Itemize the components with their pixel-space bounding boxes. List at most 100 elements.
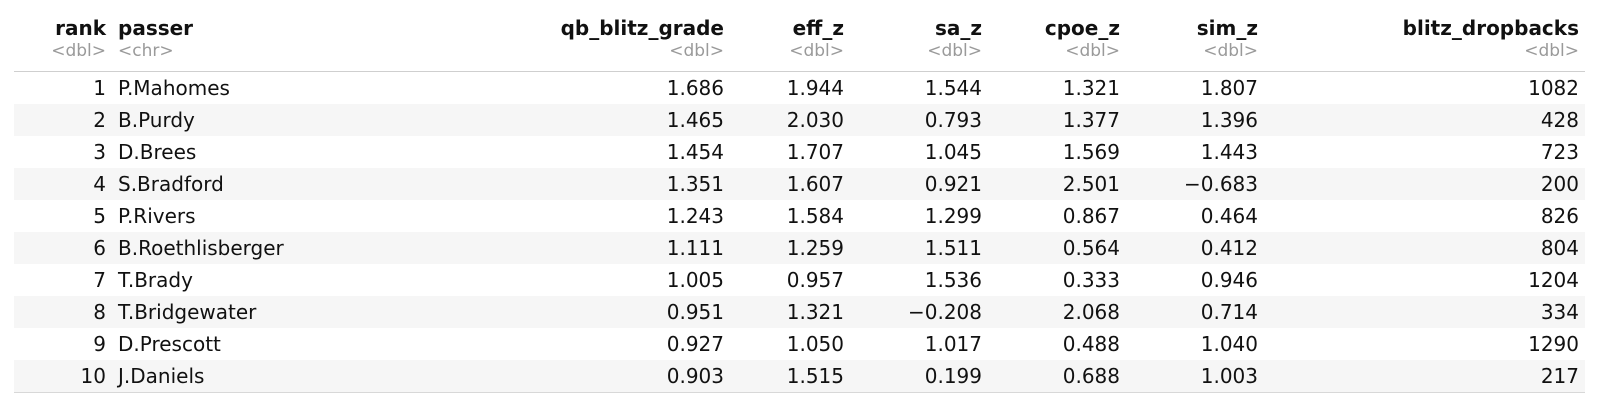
- table-row: 6 B.Roethlisberger 1.111 1.259 1.511 0.5…: [14, 232, 1585, 264]
- cell-eff-z: 2.030: [730, 104, 850, 136]
- cell-sim-z: 0.412: [1126, 232, 1264, 264]
- cell-sim-z: 1.443: [1200, 140, 1258, 164]
- cell-sa-z: 0.921: [850, 168, 988, 200]
- column-name: qb_blitz_grade: [560, 16, 724, 40]
- cell-blitz-dropbacks: 804: [1264, 232, 1585, 264]
- cell-passer: T.Bridgewater: [112, 296, 327, 328]
- column-name: sa_z: [934, 16, 982, 40]
- cell-sa-z: 1.511: [850, 232, 988, 264]
- cell-eff-z: 1.607: [730, 168, 850, 200]
- column-type: <dbl>: [1524, 41, 1579, 61]
- cell-sim-z: 1.807: [1200, 76, 1258, 100]
- table-row: 5 P.Rivers 1.243 1.584 1.299 0.867 0.464…: [14, 200, 1585, 232]
- cell-rank: 2: [14, 104, 112, 136]
- cell-qb-blitz-grade: 0.951: [327, 296, 730, 328]
- column-type: <chr>: [118, 41, 174, 61]
- cell-rank: 4: [14, 168, 112, 200]
- cell-qb-blitz-grade: 1.243: [666, 204, 724, 228]
- cell-blitz-dropbacks: 1290: [1528, 332, 1579, 356]
- cell-sim-z: 0.714: [1126, 296, 1264, 328]
- cell-rank: 1: [93, 76, 106, 100]
- column-header-blitz-dropbacks[interactable]: blitz_dropbacks <dbl>: [1264, 14, 1585, 72]
- column-name: passer: [118, 16, 194, 40]
- cell-cpoe-z: 0.688: [988, 360, 1126, 393]
- column-header-sa-z[interactable]: sa_z <dbl>: [850, 14, 988, 72]
- cell-sim-z: 1.040: [1200, 332, 1258, 356]
- column-header-cpoe-z[interactable]: cpoe_z <dbl>: [988, 14, 1126, 72]
- column-name: eff_z: [792, 16, 844, 40]
- column-header-passer[interactable]: passer <chr>: [112, 14, 327, 72]
- cell-cpoe-z: 0.564: [988, 232, 1126, 264]
- column-type: <dbl>: [789, 41, 844, 61]
- table-row: 7 T.Brady 1.005 0.957 1.536 0.333 0.946 …: [14, 264, 1585, 296]
- column-name: rank: [55, 16, 106, 40]
- table-body: 1 P.Mahomes 1.686 1.944 1.544 1.321 1.80…: [14, 72, 1585, 393]
- cell-blitz-dropbacks: 428: [1264, 104, 1585, 136]
- column-header-qb-blitz-grade[interactable]: qb_blitz_grade <dbl>: [327, 14, 730, 72]
- cell-cpoe-z: 0.333: [1062, 268, 1120, 292]
- column-type: <dbl>: [669, 41, 724, 61]
- cell-qb-blitz-grade: 1.005: [666, 268, 724, 292]
- cell-rank: 6: [14, 232, 112, 264]
- column-type: <dbl>: [1065, 41, 1120, 61]
- table-header: rank <dbl> passer <chr> qb_blitz_grade <…: [14, 14, 1585, 72]
- cell-blitz-dropbacks: 1082: [1528, 76, 1579, 100]
- cell-sa-z: 0.793: [850, 104, 988, 136]
- cell-rank: 7: [93, 268, 106, 292]
- cell-cpoe-z: 1.377: [988, 104, 1126, 136]
- column-type: <dbl>: [927, 41, 982, 61]
- cell-blitz-dropbacks: 826: [1540, 204, 1579, 228]
- cell-qb-blitz-grade: 0.903: [327, 360, 730, 393]
- cell-qb-blitz-grade: 1.351: [327, 168, 730, 200]
- header-row: rank <dbl> passer <chr> qb_blitz_grade <…: [14, 14, 1585, 72]
- cell-rank: 8: [14, 296, 112, 328]
- cell-cpoe-z: 0.488: [1062, 332, 1120, 356]
- table-row: 9 D.Prescott 0.927 1.050 1.017 0.488 1.0…: [14, 328, 1585, 360]
- cell-eff-z: 1.584: [786, 204, 844, 228]
- table-row: 10 J.Daniels 0.903 1.515 0.199 0.688 1.0…: [14, 360, 1585, 393]
- cell-passer: P.Rivers: [118, 204, 196, 228]
- table-row: 3 D.Brees 1.454 1.707 1.045 1.569 1.443 …: [14, 136, 1585, 168]
- table-row: 4 S.Bradford 1.351 1.607 0.921 2.501 −0.…: [14, 168, 1585, 200]
- table-row: 2 B.Purdy 1.465 2.030 0.793 1.377 1.396 …: [14, 104, 1585, 136]
- cell-cpoe-z: 2.068: [988, 296, 1126, 328]
- column-header-sim-z[interactable]: sim_z <dbl>: [1126, 14, 1264, 72]
- column-header-eff-z[interactable]: eff_z <dbl>: [730, 14, 850, 72]
- cell-passer: S.Bradford: [112, 168, 327, 200]
- cell-sa-z: 1.536: [924, 268, 982, 292]
- cell-sim-z: 0.464: [1200, 204, 1258, 228]
- cell-eff-z: 1.944: [786, 76, 844, 100]
- cell-rank: 5: [93, 204, 106, 228]
- cell-sa-z: 0.199: [850, 360, 988, 393]
- column-header-rank[interactable]: rank <dbl>: [14, 14, 112, 72]
- cell-sim-z: −0.683: [1126, 168, 1264, 200]
- cell-eff-z: 0.957: [786, 268, 844, 292]
- cell-qb-blitz-grade: 1.111: [327, 232, 730, 264]
- cell-rank: 9: [93, 332, 106, 356]
- column-name: cpoe_z: [1044, 16, 1120, 40]
- cell-passer: B.Roethlisberger: [112, 232, 327, 264]
- cell-qb-blitz-grade: 1.454: [666, 140, 724, 164]
- cell-rank: 3: [93, 140, 106, 164]
- table-row: 1 P.Mahomes 1.686 1.944 1.544 1.321 1.80…: [14, 72, 1585, 105]
- cell-cpoe-z: 0.867: [1062, 204, 1120, 228]
- cell-passer: J.Daniels: [112, 360, 327, 393]
- cell-blitz-dropbacks: 217: [1264, 360, 1585, 393]
- table-row: 8 T.Bridgewater 0.951 1.321 −0.208 2.068…: [14, 296, 1585, 328]
- cell-eff-z: 1.321: [730, 296, 850, 328]
- cell-qb-blitz-grade: 1.465: [327, 104, 730, 136]
- cell-sa-z: 1.299: [924, 204, 982, 228]
- cell-passer: P.Mahomes: [118, 76, 230, 100]
- data-table: rank <dbl> passer <chr> qb_blitz_grade <…: [14, 14, 1585, 393]
- cell-qb-blitz-grade: 0.927: [666, 332, 724, 356]
- cell-eff-z: 1.259: [730, 232, 850, 264]
- cell-sim-z: 1.396: [1126, 104, 1264, 136]
- cell-sim-z: 1.003: [1126, 360, 1264, 393]
- cell-eff-z: 1.707: [786, 140, 844, 164]
- cell-blitz-dropbacks: 1204: [1528, 268, 1579, 292]
- cell-blitz-dropbacks: 200: [1264, 168, 1585, 200]
- cell-eff-z: 1.515: [730, 360, 850, 393]
- cell-passer: D.Prescott: [118, 332, 221, 356]
- column-type: <dbl>: [1203, 41, 1258, 61]
